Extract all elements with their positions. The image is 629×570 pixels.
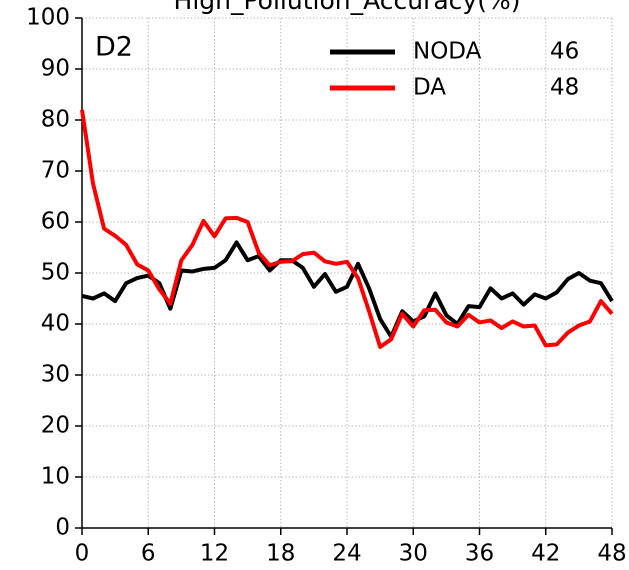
y-tick-label: 100 <box>26 5 70 31</box>
data-line <box>81 240 614 339</box>
y-tick-label: 80 <box>41 107 70 133</box>
x-tick-label: 42 <box>531 541 560 567</box>
y-tick-label: 0 <box>55 515 70 541</box>
y-tick-label: 30 <box>41 362 70 388</box>
x-tick-label: 30 <box>399 541 428 567</box>
legend-label: NODA <box>413 39 482 65</box>
x-tick-label: 12 <box>200 541 229 567</box>
x-tick-label: 36 <box>465 541 494 567</box>
x-tick-label: 6 <box>141 541 156 567</box>
x-tick-label: 0 <box>75 541 90 567</box>
legend-score: 48 <box>550 75 579 101</box>
annotation: D2 <box>95 32 133 63</box>
x-tick-label: 24 <box>332 541 361 567</box>
legend-label: DA <box>413 75 446 101</box>
legend-score: 46 <box>550 39 579 65</box>
chart-title: High_Pollution_Accuracy(%) <box>174 0 521 15</box>
x-tick-label: 48 <box>597 541 626 567</box>
y-tick-label: 60 <box>41 209 70 235</box>
data-line <box>80 109 614 349</box>
y-tick-label: 50 <box>41 260 70 286</box>
y-tick-label: 90 <box>41 56 70 82</box>
y-tick-label: 70 <box>41 158 70 184</box>
y-tick-label: 20 <box>41 413 70 439</box>
y-tick-label: 10 <box>41 464 70 490</box>
y-tick-label: 40 <box>41 311 70 337</box>
x-tick-label: 18 <box>266 541 295 567</box>
